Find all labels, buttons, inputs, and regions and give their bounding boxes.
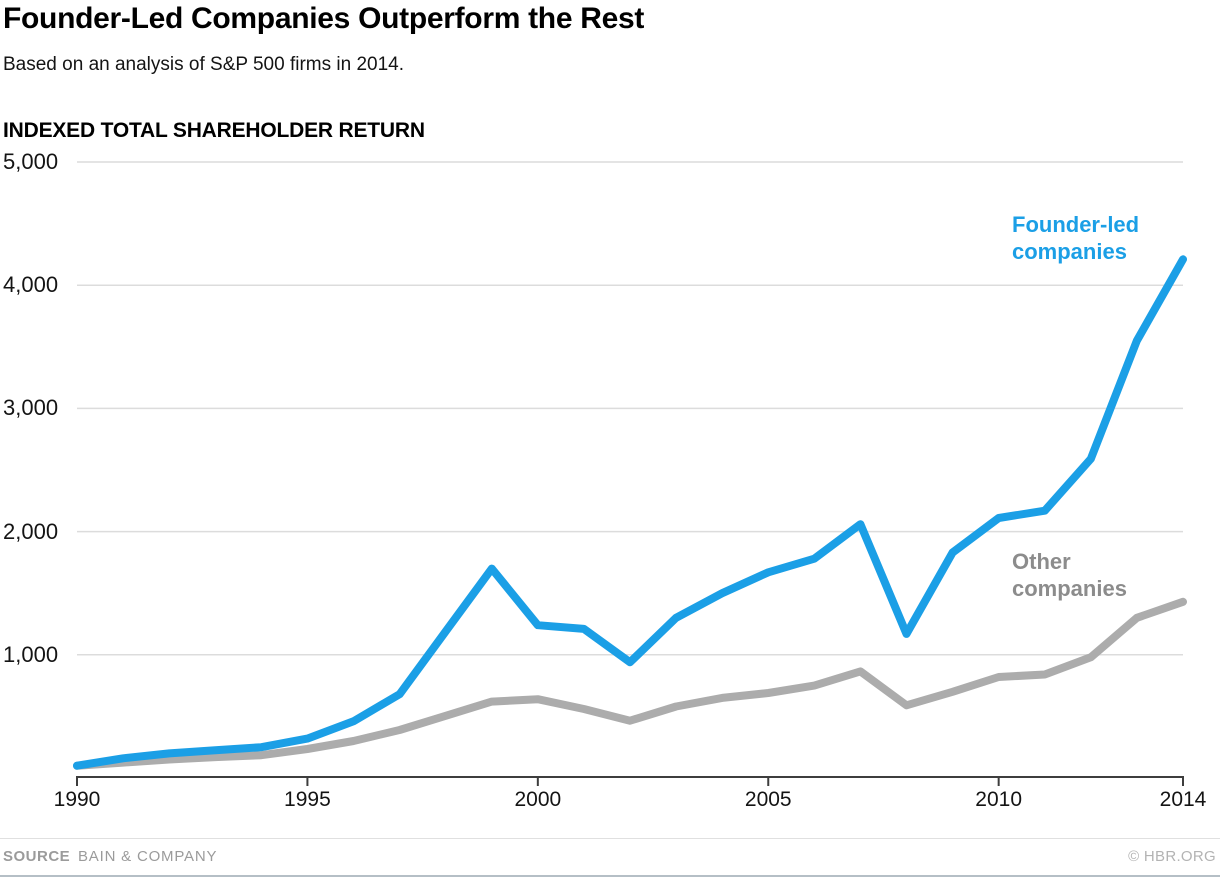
x-tick-label: 2014 — [1159, 788, 1207, 811]
axis-title: INDEXED TOTAL SHAREHOLDER RETURN — [3, 119, 425, 142]
series-label-line: Other — [1012, 549, 1071, 574]
series-label-line: companies — [1012, 576, 1127, 601]
footer: SOURCE BAIN & COMPANY © HBR.ORG — [0, 838, 1220, 875]
series-label-other-companies: Other companies — [1012, 548, 1127, 602]
source-label: SOURCE — [3, 848, 71, 865]
x-tick-label: 2005 — [744, 788, 792, 811]
series-label-line: companies — [1012, 239, 1127, 264]
series-label-founder-led: Founder-led companies — [1012, 211, 1139, 265]
y-tick-label: 2,000 — [3, 518, 59, 544]
x-tick-label: 2000 — [514, 788, 562, 811]
x-tick-label: 2010 — [975, 788, 1023, 811]
y-tick-label: 4,000 — [3, 272, 59, 298]
y-tick-label: 1,000 — [3, 641, 59, 667]
page-title: Founder-Led Companies Outperform the Res… — [3, 2, 645, 35]
page-subtitle: Based on an analysis of S&P 500 firms in… — [3, 54, 405, 75]
series-line-other — [73, 597, 1187, 770]
source-value: BAIN & COMPANY — [78, 848, 218, 865]
x-tick-label: 1995 — [284, 788, 331, 811]
series-line-founder-led — [73, 255, 1187, 770]
y-tick-label: 3,000 — [3, 395, 59, 421]
series-label-line: Founder-led — [1012, 212, 1140, 237]
y-tick-label: 5,000 — [3, 149, 59, 174]
x-tick-label: 1990 — [53, 788, 101, 811]
credit-hbr: © HBR.ORG — [1128, 848, 1216, 865]
